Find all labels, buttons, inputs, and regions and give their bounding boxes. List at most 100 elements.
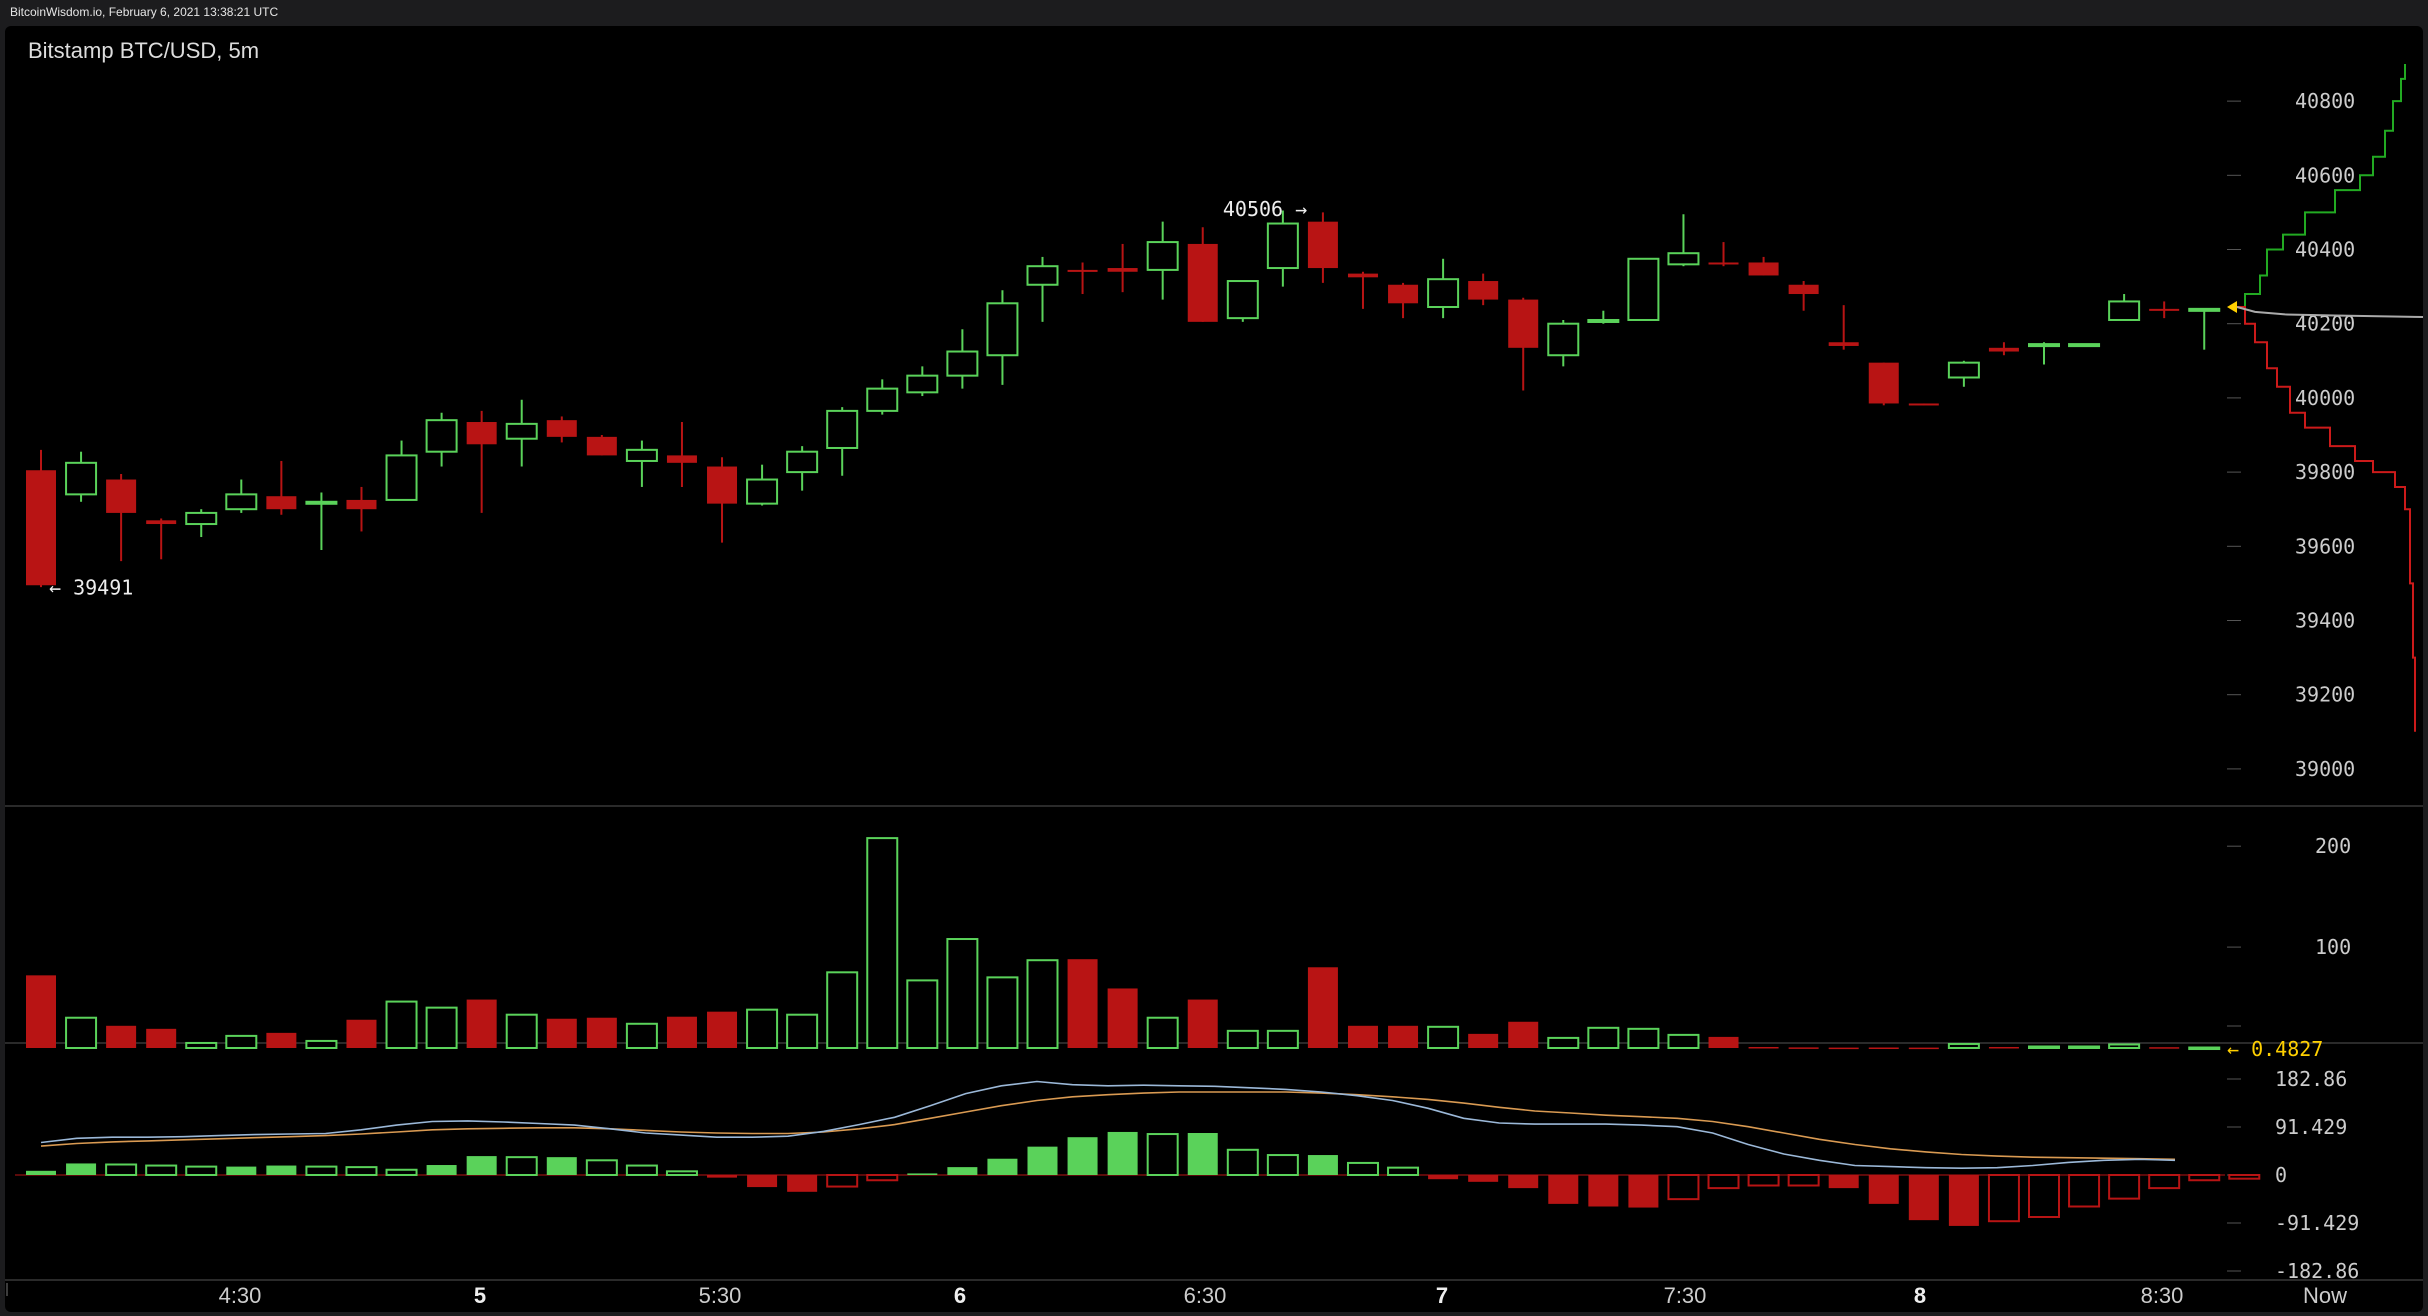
candle-body-down [1107, 268, 1138, 272]
x-axis-label: Now [2303, 1283, 2347, 1308]
volume-bar-down [1868, 1047, 1899, 1049]
volume-bar-up [1427, 1025, 1460, 1049]
last-price-marker [2227, 301, 2237, 314]
volume-bar-down [586, 1017, 617, 1048]
price-tick-label: 39200 [2295, 683, 2355, 707]
candle-body-down [586, 436, 617, 456]
volume-bar-up [2188, 1046, 2221, 1051]
macd-line [40, 1080, 2176, 1170]
macd-tick-label: 91.429 [2275, 1115, 2347, 1139]
macd-bar-positive [625, 1164, 658, 1177]
x-axis-label: 4:30 [219, 1283, 262, 1308]
candle-body-up [1667, 252, 1700, 266]
x-axis-label: 8:30 [2141, 1283, 2184, 1308]
volume-bar-down [1508, 1021, 1539, 1048]
macd-bar-negative [1588, 1175, 1619, 1207]
volume-bar-down [266, 1032, 297, 1048]
x-axis-label: 7:30 [1664, 1283, 1707, 1308]
candle-body-down [1988, 347, 2019, 352]
candle-body-down [1828, 342, 1859, 346]
last-volume-label: ← 0.4827 [2227, 1037, 2323, 1061]
candle-body-down [346, 499, 377, 510]
volume-bar-up [305, 1039, 338, 1049]
volume-bar-up [786, 1013, 819, 1050]
candle-body-up [906, 374, 939, 394]
volume-bar-up [1226, 1029, 1259, 1050]
candle-body-up [1146, 241, 1179, 271]
macd-bar-positive [345, 1166, 378, 1176]
macd-bar-positive [266, 1165, 297, 1175]
macd-tick-label: -91.429 [2275, 1211, 2359, 1235]
x-axis-label: 5 [474, 1283, 486, 1308]
candle-body-up [1427, 278, 1460, 309]
candle-body-down [1388, 284, 1419, 304]
volume-bar-down [1187, 999, 1218, 1048]
macd-bar-negative [2028, 1174, 2060, 1218]
candle-body-up [1266, 222, 1299, 270]
candle-body-down [266, 496, 297, 510]
macd-bar-positive [1226, 1148, 1259, 1177]
candle-body-up [946, 350, 979, 377]
macd-bar-positive [1307, 1155, 1338, 1175]
candle-body-down [1708, 262, 1739, 265]
macd-bar-negative [1787, 1174, 1820, 1187]
macd-bar-negative [787, 1175, 818, 1192]
price-tick-label: 39000 [2295, 757, 2355, 781]
volume-bar-up [185, 1041, 218, 1049]
candle-body-down [546, 420, 577, 437]
macd-bar-positive [585, 1159, 618, 1177]
chart-svg[interactable]: 3900039200394003960039800400004020040400… [5, 26, 2423, 1312]
macd-tick-label: -182.86 [2275, 1259, 2359, 1283]
volume-bar-up [1266, 1029, 1299, 1050]
candle-body-up [2028, 343, 2060, 348]
macd-bar-positive [947, 1167, 978, 1175]
volume-bar-up [1146, 1016, 1179, 1050]
macd-bar-negative [1828, 1175, 1859, 1189]
price-tick-label: 40800 [2295, 89, 2355, 113]
macd-bar-negative [1468, 1175, 1499, 1182]
macd-bar-positive [66, 1163, 97, 1175]
volume-bar-up [2028, 1045, 2060, 1050]
macd-bar-positive [1387, 1166, 1420, 1177]
candle-body-up [2068, 343, 2101, 348]
macd-bar-negative [1428, 1175, 1459, 1180]
candle-body-down [1868, 362, 1899, 404]
volume-bar-down [346, 1019, 377, 1048]
candle-body-up [385, 454, 418, 501]
macd-bar-negative [1628, 1175, 1659, 1208]
volume-bar-up [986, 976, 1019, 1050]
window-title: BitcoinWisdom.io, February 6, 2021 13:38… [10, 5, 279, 19]
volume-tick-label: 100 [2315, 935, 2351, 959]
chart-panel: 39000 39200 39400 39600 39800 40000 40200 40400… [5, 26, 2423, 1312]
macd-bar-negative [826, 1174, 859, 1188]
macd-signal-line [40, 1091, 2176, 1161]
macd-bar-negative [1868, 1175, 1899, 1204]
volume-bar-down [666, 1016, 697, 1048]
candle-body-down [26, 470, 56, 586]
macd-bar-positive [1107, 1131, 1138, 1175]
volume-bar-up [385, 1000, 418, 1050]
volume-tick-label: 200 [2315, 834, 2351, 858]
candle-body-down [146, 520, 177, 525]
candle-body-up [1547, 322, 1580, 357]
volume-bar-down [26, 975, 56, 1048]
volume-bar-up [1026, 959, 1059, 1050]
price-tick-label: 39600 [2295, 534, 2355, 558]
candle-body-down [1307, 221, 1338, 269]
x-axis-label: 5:30 [699, 1283, 742, 1308]
candle-body-up [866, 387, 899, 412]
candle-body-down [106, 479, 137, 513]
candle-body-up [225, 493, 258, 511]
macd-bar-positive [1266, 1154, 1299, 1177]
price-tick-label: 40000 [2295, 386, 2355, 410]
x-axis-label: 8 [1914, 1283, 1926, 1308]
macd-bar-negative [866, 1174, 899, 1182]
candle-body-down [2149, 308, 2180, 311]
macd-bar-positive [907, 1173, 938, 1175]
candle-body-up [986, 302, 1019, 357]
macd-bar-negative [1667, 1174, 1700, 1201]
macd-bar-negative [707, 1175, 738, 1178]
volume-bar-down [1708, 1036, 1739, 1048]
macd-bar-negative [1747, 1174, 1780, 1187]
volume-bar-up [866, 837, 899, 1049]
